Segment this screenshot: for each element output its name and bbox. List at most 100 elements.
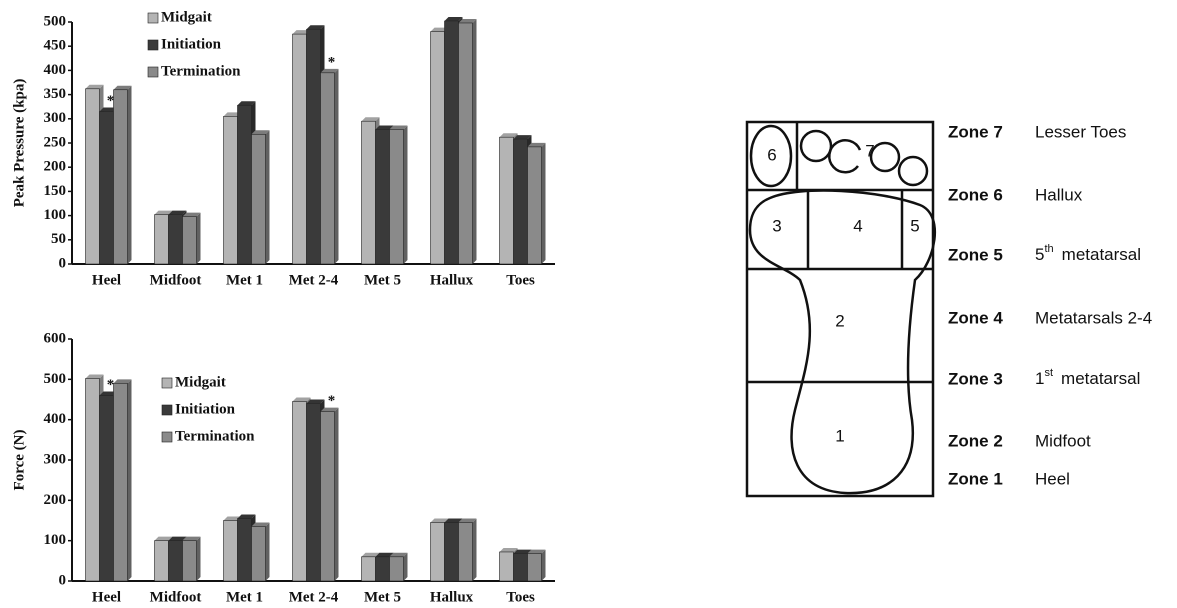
bar (514, 554, 528, 581)
bar (86, 89, 100, 264)
bar (362, 121, 376, 264)
bar-depth (128, 86, 132, 264)
bar-depth (266, 523, 270, 581)
bar-depth (335, 408, 339, 581)
y-tick-label: 200 (44, 492, 67, 508)
zone-list: Zone 7Lesser ToesZone 6HalluxZone 55thme… (948, 122, 1152, 488)
bar (500, 552, 514, 581)
x-tick-label: Met 5 (364, 589, 401, 605)
zone-ordinal: 1 (1035, 369, 1044, 388)
zone-name: Heel (1035, 469, 1070, 488)
bar-depth (335, 69, 339, 264)
bar (114, 383, 128, 581)
y-tick-label: 600 (44, 330, 67, 346)
bar (390, 129, 404, 264)
y-tick-label: 50 (51, 231, 66, 247)
y-tick-label: 350 (44, 86, 67, 102)
bar (183, 541, 197, 581)
bar (155, 541, 169, 581)
zone-label: Zone 3 (948, 369, 1003, 388)
zone-label: Zone 2 (948, 431, 1003, 450)
bar (252, 134, 266, 264)
zone-name: Midfoot (1035, 431, 1091, 450)
toe-outline (871, 143, 899, 171)
y-tick-label: 250 (44, 134, 67, 150)
zone-name: Hallux (1035, 185, 1083, 204)
bar-depth (197, 537, 201, 581)
y-tick-label: 0 (59, 255, 67, 271)
y-tick-label: 100 (44, 532, 67, 548)
zone-name: Lesser Toes (1035, 122, 1126, 141)
zone-label: Zone 1 (948, 469, 1003, 488)
toe-outline (801, 131, 831, 161)
bar-depth (542, 143, 546, 264)
x-tick-label: Toes (506, 589, 535, 605)
zone-name-text: metatarsal (1062, 245, 1141, 264)
bar (528, 147, 542, 264)
bar (100, 395, 114, 581)
bar (114, 90, 128, 264)
x-tick-label: Hallux (430, 589, 474, 605)
bar (86, 379, 100, 581)
legend-label: Midgait (161, 9, 212, 25)
y-tick-label: 400 (44, 62, 67, 78)
region-number: 6 (767, 145, 776, 164)
region-number: 4 (853, 216, 862, 235)
charts: Peak Pressure (kpa)050100150200250300350… (11, 9, 555, 605)
bar-depth (197, 213, 201, 264)
bar (362, 557, 376, 581)
y-axis-title: Peak Pressure (kpa) (11, 79, 27, 208)
bar (224, 521, 238, 582)
significance-marker: * (107, 93, 115, 109)
bar (307, 404, 321, 581)
x-tick-label: Met 2-4 (289, 589, 339, 605)
bar (500, 137, 514, 264)
bar (390, 557, 404, 581)
figure: Peak Pressure (kpa)050100150200250300350… (0, 0, 1177, 608)
bar (445, 21, 459, 264)
bar (224, 116, 238, 264)
bar (321, 412, 335, 581)
legend-label: Initiation (161, 36, 222, 52)
bar-depth (128, 379, 132, 581)
y-tick-label: 400 (44, 411, 67, 427)
bar (514, 139, 528, 264)
zone-label: Zone 4 (948, 308, 1003, 327)
bar (431, 32, 445, 264)
y-tick-label: 100 (44, 207, 67, 223)
x-tick-label: Heel (92, 272, 121, 288)
bar (293, 402, 307, 581)
legend-label: Midgait (175, 374, 226, 390)
bar (321, 73, 335, 264)
zone-label: Zone 7 (948, 122, 1003, 141)
y-tick-label: 150 (44, 183, 67, 199)
zone-name: 1stmetatarsal (1035, 367, 1140, 389)
legend-swatch (162, 378, 172, 388)
legend-label: Termination (161, 63, 241, 79)
zone-ordinal-suffix: th (1044, 243, 1053, 255)
legend-swatch (148, 13, 158, 23)
bar (238, 518, 252, 581)
y-tick-label: 200 (44, 159, 67, 175)
x-tick-label: Heel (92, 589, 121, 605)
region-number: 7 (865, 141, 874, 160)
x-tick-label: Hallux (430, 272, 474, 288)
bar-depth (473, 519, 477, 581)
bar (252, 527, 266, 581)
y-tick-label: 450 (44, 38, 67, 54)
bar (155, 215, 169, 264)
x-tick-label: Met 1 (226, 589, 263, 605)
bar (431, 523, 445, 581)
bar (376, 129, 390, 264)
significance-marker: * (107, 377, 115, 393)
bar (459, 23, 473, 264)
legend-swatch (162, 432, 172, 442)
zone-name: Metatarsals 2-4 (1035, 308, 1152, 327)
bar (445, 523, 459, 581)
bar-depth (473, 19, 477, 264)
region-number: 5 (910, 216, 919, 235)
bar-depth (404, 125, 408, 264)
region-number: 2 (835, 311, 844, 330)
legend-swatch (162, 405, 172, 415)
bar (100, 112, 114, 264)
